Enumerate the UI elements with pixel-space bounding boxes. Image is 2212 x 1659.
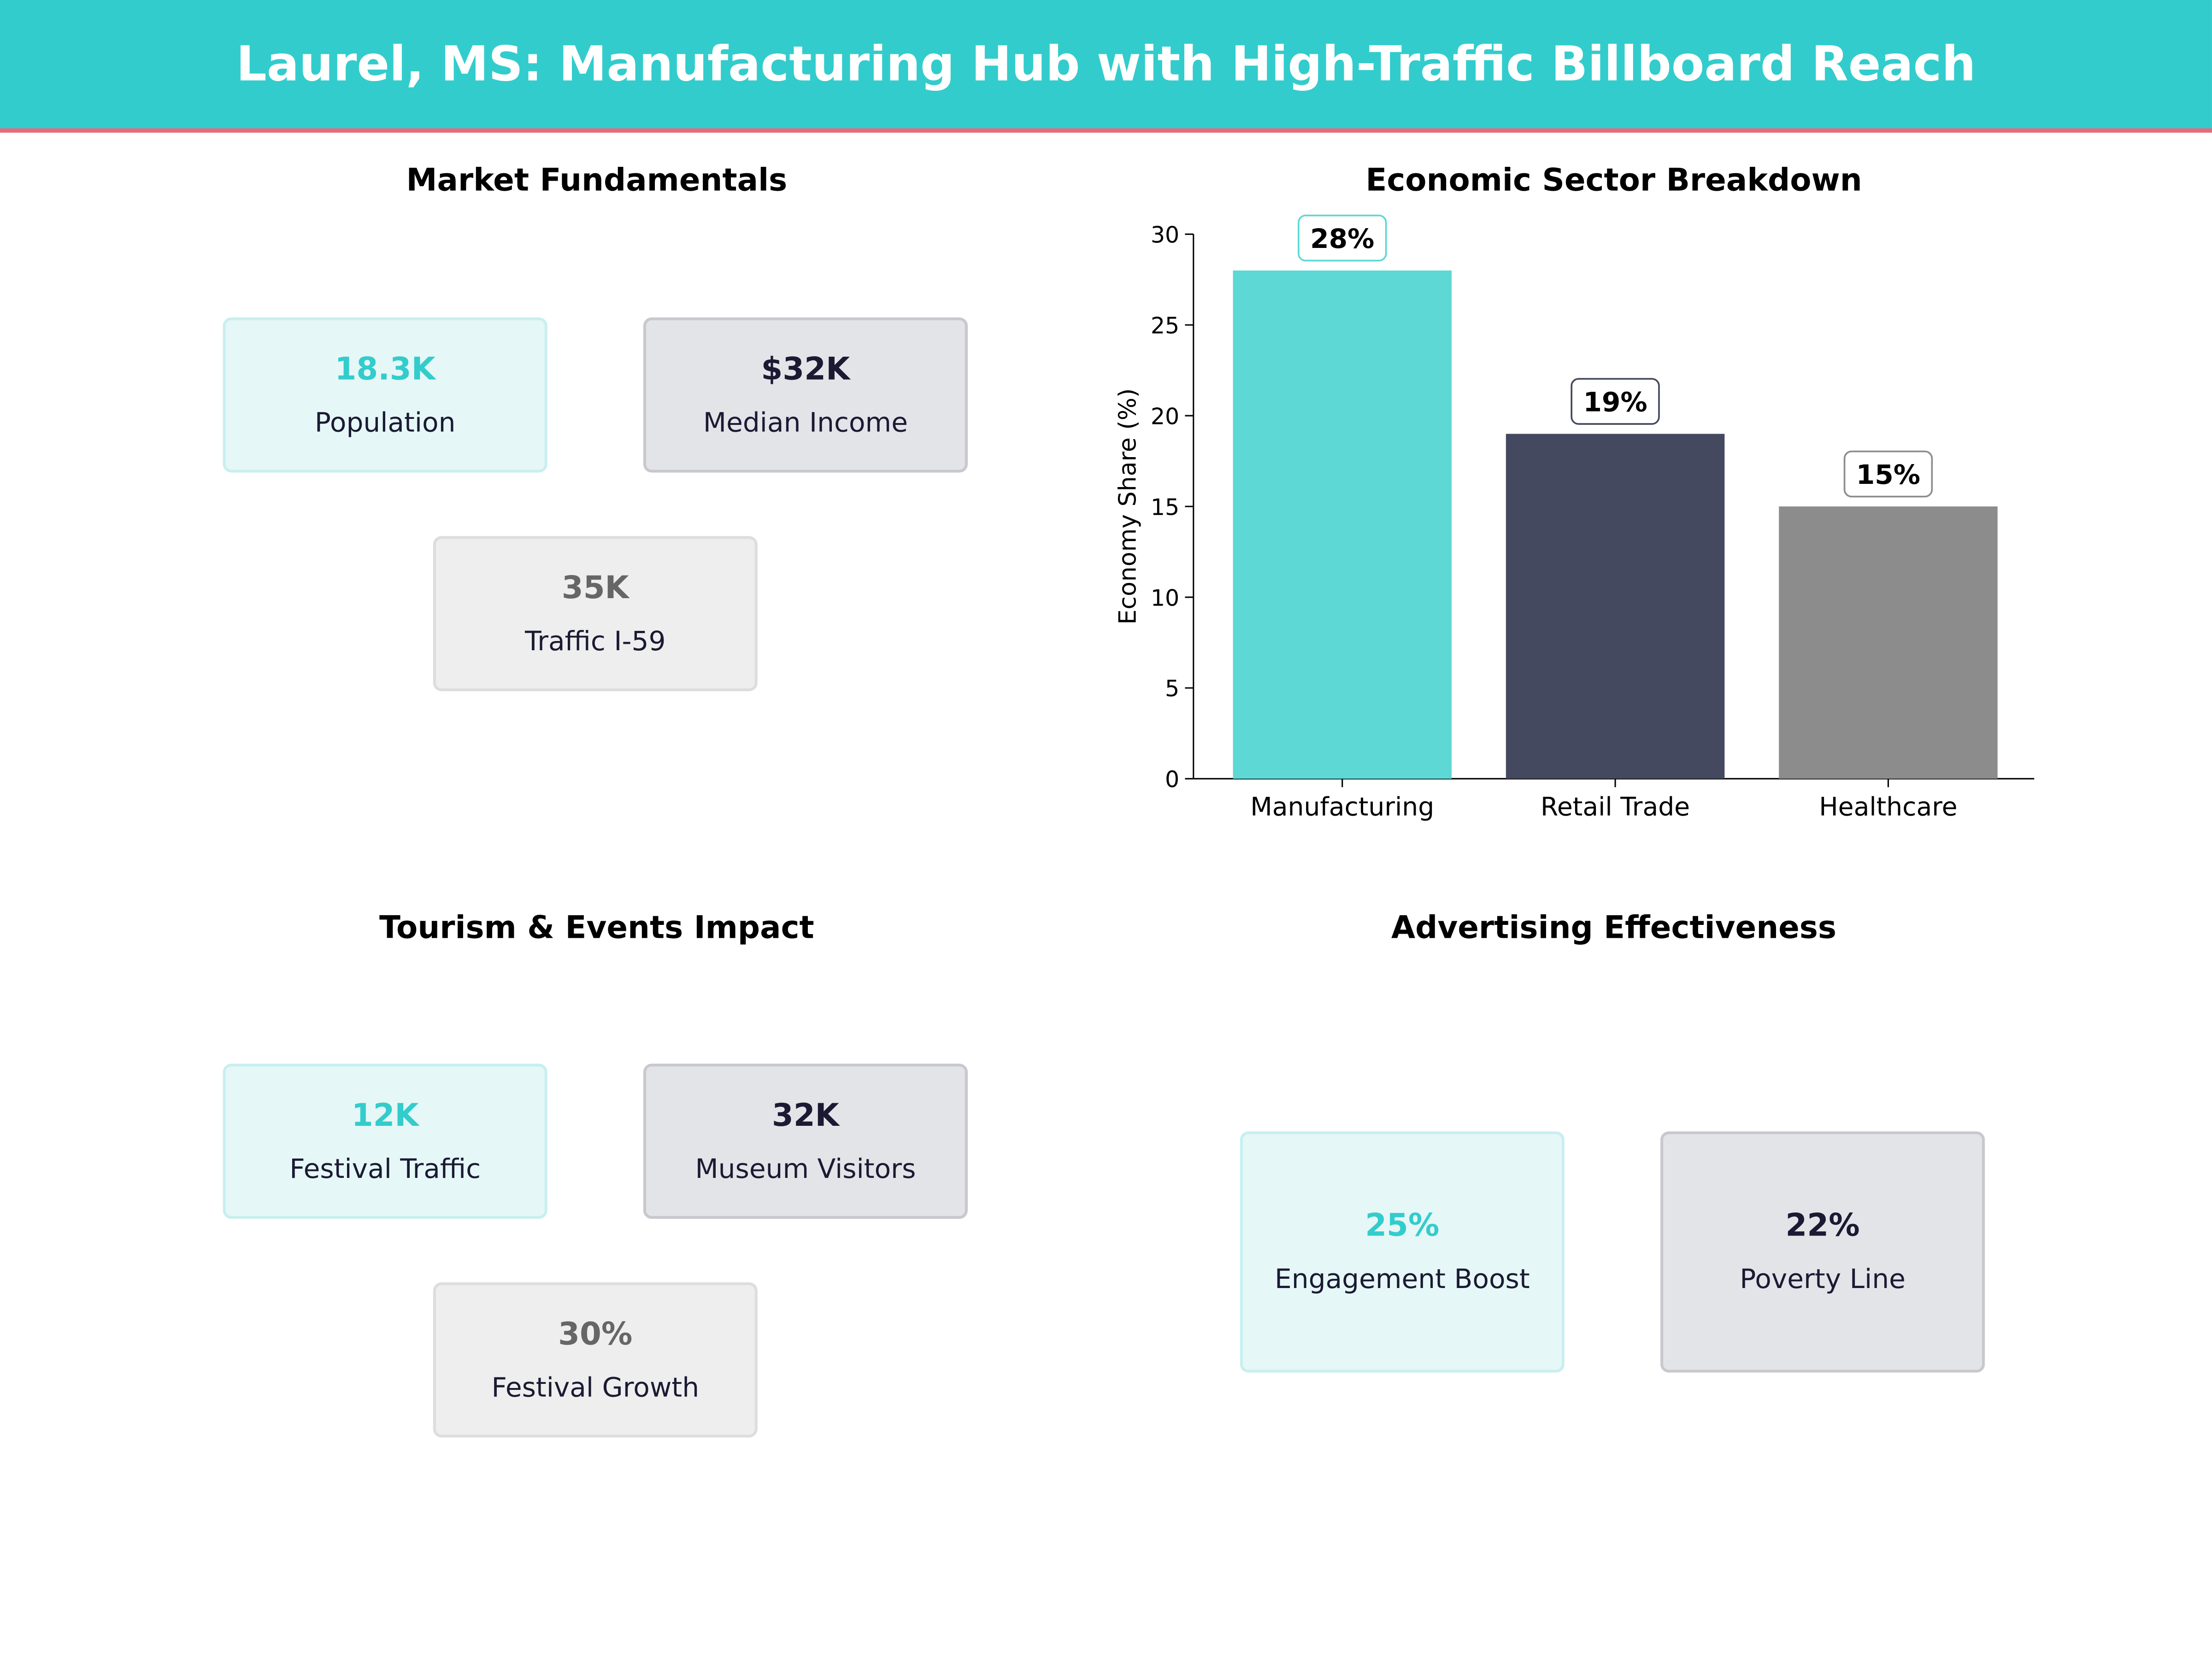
data-label-box xyxy=(1571,378,1660,425)
data-label-box xyxy=(1843,450,1933,498)
y-tick-label: 20 xyxy=(1151,403,1179,429)
museum-visitors-card: 32K Museum Visitors xyxy=(643,1064,968,1219)
card-label: Traffic I-59 xyxy=(525,625,666,657)
x-tick-label: Healthcare xyxy=(1819,792,1957,821)
card-value: 25% xyxy=(1365,1209,1440,1244)
engagement-card: 25% Engagement Boost xyxy=(1240,1131,1565,1373)
y-tick-label: 30 xyxy=(1151,222,1179,248)
median-income-card: $32K Median Income xyxy=(643,317,968,473)
card-label: Museum Visitors xyxy=(695,1153,916,1184)
market-title: Market Fundamentals xyxy=(406,164,788,199)
card-label: Population xyxy=(314,407,456,438)
data-label-box xyxy=(1297,214,1387,262)
y-tick-label: 5 xyxy=(1165,676,1179,702)
y-tick-label: 10 xyxy=(1151,585,1179,611)
data-label: 28% xyxy=(1310,223,1374,254)
card-value: 12K xyxy=(351,1098,419,1134)
card-value: 30% xyxy=(558,1317,633,1353)
card-value: $32K xyxy=(761,352,850,388)
data-label: 19% xyxy=(1583,386,1647,418)
traffic-card: 35K Traffic I-59 xyxy=(433,536,758,691)
y-tick-label: 0 xyxy=(1165,766,1179,793)
card-value: 32K xyxy=(771,1098,839,1134)
card-label: Engagement Boost xyxy=(1274,1264,1530,1295)
poverty-card: 22% Poverty Line xyxy=(1660,1131,1985,1373)
bar-healthcare xyxy=(1779,506,1998,779)
bar-retail-trade xyxy=(1506,434,1725,779)
festival-traffic-card: 12K Festival Traffic xyxy=(223,1064,547,1219)
card-label: Median Income xyxy=(703,407,908,438)
card-value: 18.3K xyxy=(335,352,435,388)
y-tick-label: 15 xyxy=(1151,494,1179,520)
data-label: 15% xyxy=(1856,459,1920,490)
card-label: Poverty Line xyxy=(1740,1264,1906,1295)
card-value: 22% xyxy=(1785,1209,1860,1244)
bar-manufacturing xyxy=(1233,270,1452,779)
population-card: 18.3K Population xyxy=(223,317,547,473)
chart-title: Economic Sector Breakdown xyxy=(1365,164,1862,199)
x-tick-label: Retail Trade xyxy=(1541,792,1690,821)
x-tick-label: Manufacturing xyxy=(1250,792,1434,821)
card-label: Festival Traffic xyxy=(289,1153,481,1184)
advertising-title: Advertising Effectiveness xyxy=(1391,911,1837,947)
page-title: Laurel, MS: Manufacturing Hub with High-… xyxy=(236,36,1976,93)
y-axis-label: Economy Share (%) xyxy=(1114,388,1141,625)
card-label: Festival Growth xyxy=(491,1372,700,1403)
tourism-title: Tourism & Events Impact xyxy=(379,911,814,947)
card-value: 35K xyxy=(561,571,629,606)
festival-growth-card: 30% Festival Growth xyxy=(433,1282,758,1438)
y-tick-label: 25 xyxy=(1151,312,1179,339)
header-banner: Laurel, MS: Manufacturing Hub with High-… xyxy=(0,0,2212,133)
